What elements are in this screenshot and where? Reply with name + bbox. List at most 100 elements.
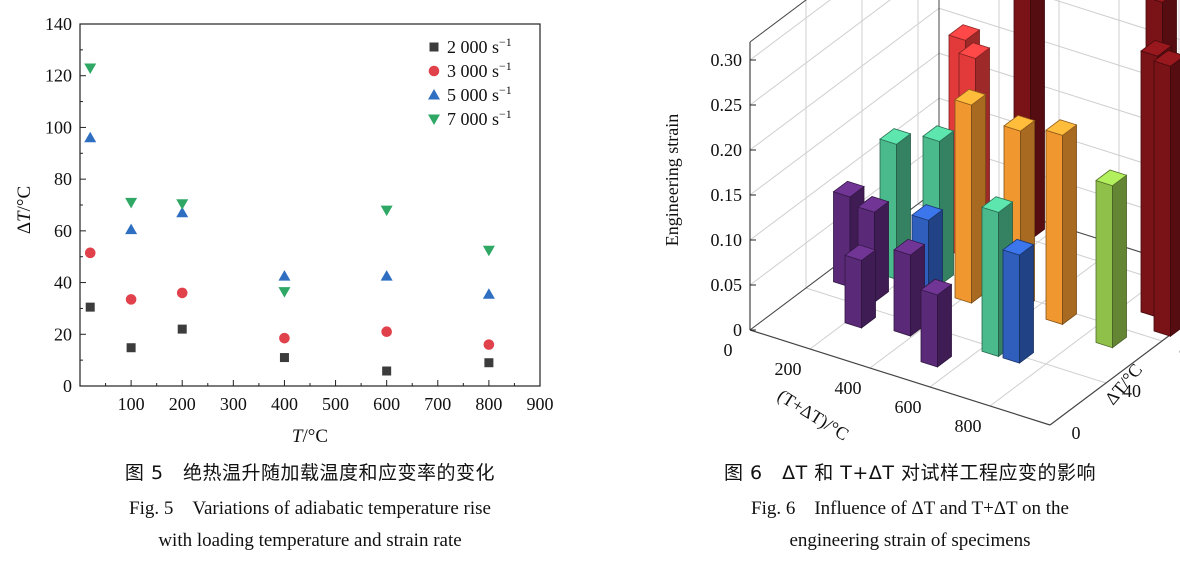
fig6-bar-side xyxy=(937,283,952,368)
fig5-x-tick-label: 500 xyxy=(322,394,349,414)
fig6-bar xyxy=(954,88,987,304)
fig6-bar-top xyxy=(832,180,865,198)
fig6-bar-front xyxy=(920,289,938,368)
fig5-caption-en-line1: Fig. 5 Variations of adiabatic temperatu… xyxy=(129,498,491,519)
fig6-bar xyxy=(1153,50,1180,338)
fig6-grid-line xyxy=(749,97,940,241)
fig6-3d-bar-chart: 0 0.05 0.10 0.15 0.20 0.25 0.30 0 200 400 600 800 0 4… xyxy=(662,0,1180,445)
fig5-legend-label: 5 000 s−1 xyxy=(447,83,512,105)
fig6-z-tick-label: 0.25 xyxy=(711,95,743,115)
fig5-y-axis-label: ΔT/°C xyxy=(14,186,35,234)
fig6-bar xyxy=(920,278,953,368)
fig6-grid-line xyxy=(749,0,831,61)
fig6-x-tick-label: 600 xyxy=(895,397,922,417)
fig5-legend-label: 2 000 s−1 xyxy=(447,35,512,57)
fig5-y-axis-var: T xyxy=(14,210,35,222)
fig6-bar-top xyxy=(1003,114,1036,132)
fig6-bar-front xyxy=(981,206,999,357)
fig5-y-tick-label: 0 xyxy=(63,376,72,396)
fig5-scatter-chart: 100 200 300 400 500 600 700 800 900 0 20 40 60 80 100 1… xyxy=(14,14,554,447)
fig6-bar-side xyxy=(1019,243,1034,364)
fig5-point xyxy=(381,326,392,338)
fig5-point xyxy=(176,199,189,210)
fig6-z-tick-label: 0.30 xyxy=(711,50,743,70)
fig5-point xyxy=(84,247,96,259)
fig5-point xyxy=(125,197,138,209)
fig6-bar-top xyxy=(879,128,912,145)
fig5-caption-en-line2: with loading temperature and strain rate xyxy=(158,530,462,551)
fig5-legend-label-superscript: −1 xyxy=(499,107,512,121)
fig6-bar-top xyxy=(958,42,991,59)
fig6-z-axis-label: Engineering strain xyxy=(662,114,682,246)
fig5-y-axis-unit: /°C xyxy=(14,186,35,212)
fig5-point xyxy=(125,223,138,235)
fig6-bar-front xyxy=(954,99,972,304)
fig6-bar xyxy=(893,238,926,337)
fig6-bar-front xyxy=(1045,129,1063,325)
fig6-bar xyxy=(1002,238,1035,364)
fig6-bar xyxy=(1045,119,1078,326)
fig5-caption-zh: 图 5 绝热温升随加载温度和应变率的变化 xyxy=(124,462,496,484)
fig6-grid-line xyxy=(749,0,891,106)
fig6-axis-line xyxy=(1049,326,1180,426)
fig6-x-tick-label: 200 xyxy=(775,359,802,379)
fig6-axis-line xyxy=(749,0,807,43)
fig6-caption-zh: 图 6 ΔT 和 T+ΔT 对试样工程应变的影响 xyxy=(724,462,1096,484)
fig5-x-tick-label: 400 xyxy=(271,394,298,414)
fig5-x-axis-label: T/°C xyxy=(292,426,328,447)
fig5-y-tick-label: 20 xyxy=(54,324,72,344)
fig5-point xyxy=(278,270,291,281)
fig5-legend-marker xyxy=(429,42,439,52)
fig6-z-tick-label: 0.20 xyxy=(711,140,743,160)
fig6-bar-top xyxy=(857,196,890,213)
fig6-z-tick-label: 0.15 xyxy=(711,185,743,205)
fig5-x-tick-label: 600 xyxy=(373,394,400,414)
fig6-bar xyxy=(844,244,877,329)
fig5-legend-label-superscript: −1 xyxy=(499,83,512,97)
fig6-bar-side xyxy=(874,200,889,304)
fig5-y-tick-label: 60 xyxy=(54,221,72,241)
fig6-bar-front xyxy=(1095,179,1113,349)
fig6-bar-top xyxy=(1153,0,1167,3)
fig5-point xyxy=(177,324,187,334)
fig6-x-tick-label: 800 xyxy=(955,416,982,436)
fig5-point xyxy=(176,287,188,299)
fig6-bar-top xyxy=(981,196,1014,213)
fig6-bar-top xyxy=(1045,119,1078,136)
fig6-bar-top xyxy=(1002,238,1035,256)
fig5-y-tick-label: 80 xyxy=(54,169,72,189)
fig5-x-axis-unit: /°C xyxy=(303,426,329,447)
fig5-point xyxy=(84,63,97,74)
fig6-bar-top xyxy=(1095,169,1128,187)
fig5-point xyxy=(380,270,393,281)
fig6-bar xyxy=(1095,169,1128,349)
fig5-point xyxy=(84,131,97,143)
fig5-legend-label-superscript: −1 xyxy=(499,35,512,49)
fig6-bar-side xyxy=(1062,124,1077,326)
fig6-bar-front xyxy=(844,254,862,329)
fig5-x-tick-label: 100 xyxy=(118,394,145,414)
fig6-caption-en-line1: Fig. 6 Influence of ΔT and T+ΔT on the xyxy=(751,498,1069,519)
fig5-x-axis-var: T xyxy=(292,426,304,447)
fig5-axes: 100 200 300 400 500 600 700 800 900 0 20 40 60 80 100 1… xyxy=(45,14,554,414)
fig6-bar-top xyxy=(948,24,981,41)
fig5-legend-label: 7 000 s−1 xyxy=(447,107,512,129)
fig6-axis-line xyxy=(749,329,1051,426)
fig5-point xyxy=(279,353,289,363)
fig5-y-tick-label: 140 xyxy=(45,14,72,34)
fig5-point xyxy=(176,206,189,218)
fig6-caption-en-line2: engineering strain of specimens xyxy=(789,530,1031,551)
fig6-x-tick-label: 400 xyxy=(835,378,862,398)
fig6-grid-line xyxy=(749,7,940,151)
fig5-point xyxy=(125,294,137,305)
fig6-bar-front xyxy=(893,249,911,337)
fig6-bar-front xyxy=(1002,249,1020,364)
fig5-x-tick-label: 700 xyxy=(424,394,451,414)
fig6-bar-front xyxy=(1153,60,1171,337)
fig5-point xyxy=(483,339,495,350)
fig6-bar-top xyxy=(922,125,955,142)
fig5-point xyxy=(85,302,95,312)
fig5-point xyxy=(482,288,495,299)
fig6-bar-side xyxy=(861,249,876,329)
fig6-z-tick-label: 0.10 xyxy=(711,230,743,250)
